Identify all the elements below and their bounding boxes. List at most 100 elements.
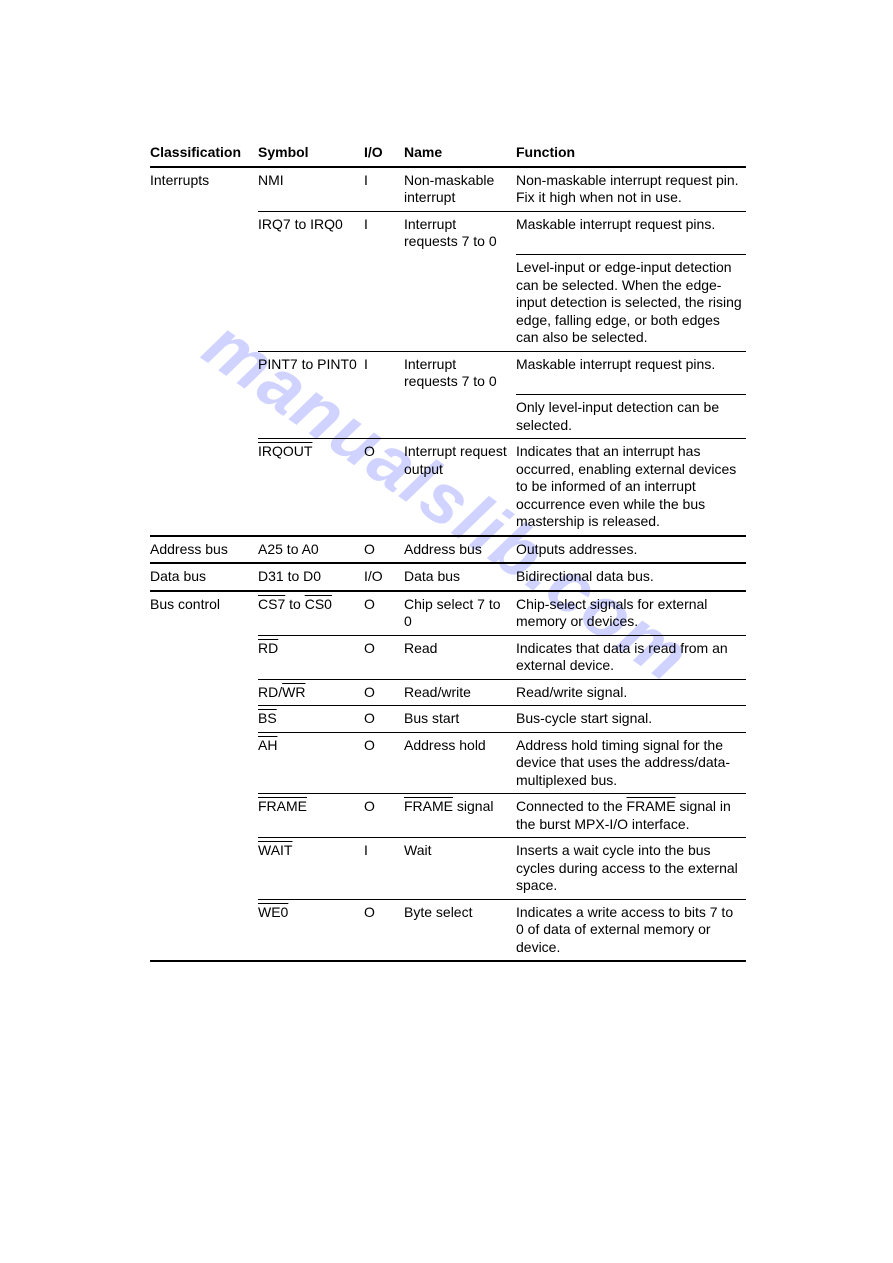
table-row: Level-input or edge-input detection can …: [150, 255, 746, 352]
cell-name: Read: [404, 635, 516, 679]
cell-classification: Interrupts: [150, 167, 258, 212]
cell-classification: [150, 899, 258, 961]
cell-symbol: RD: [258, 635, 364, 679]
cell-io: [364, 255, 404, 352]
cell-function: Read/write signal.: [516, 679, 746, 706]
cell-classification: [150, 732, 258, 794]
cell-function: Indicates that an interrupt has occurred…: [516, 439, 746, 536]
cell-classification: Address bus: [150, 536, 258, 564]
cell-io: O: [364, 732, 404, 794]
cell-symbol: FRAME: [258, 794, 364, 838]
table-row: WE0OByte selectIndicates a write access …: [150, 899, 746, 961]
cell-name: Non-maskable interrupt: [404, 167, 516, 212]
cell-symbol: RD/WR: [258, 679, 364, 706]
cell-function: Chip-select signals for external memory …: [516, 591, 746, 636]
cell-io: I: [364, 211, 404, 255]
cell-name: Wait: [404, 838, 516, 900]
cell-name: Read/write: [404, 679, 516, 706]
cell-symbol: [258, 255, 364, 352]
cell-name: FRAME signal: [404, 794, 516, 838]
cell-io: O: [364, 635, 404, 679]
cell-io: I: [364, 167, 404, 212]
cell-classification: [150, 351, 258, 395]
table-row: RDOReadIndicates that data is read from …: [150, 635, 746, 679]
cell-symbol: IRQOUT: [258, 439, 364, 536]
cell-name: Interrupt request output: [404, 439, 516, 536]
cell-io: [364, 395, 404, 439]
header-io: I/O: [364, 140, 404, 167]
cell-symbol: NMI: [258, 167, 364, 212]
table-row: BSOBus startBus-cycle start signal.: [150, 706, 746, 733]
header-function: Function: [516, 140, 746, 167]
cell-symbol: IRQ7 to IRQ0: [258, 211, 364, 255]
cell-function: Outputs addresses.: [516, 536, 746, 564]
cell-name: [404, 255, 516, 352]
cell-name: [404, 395, 516, 439]
cell-function: Maskable interrupt request pins.: [516, 211, 746, 255]
table-row: PINT7 to PINT0IInterrupt requests 7 to 0…: [150, 351, 746, 395]
cell-function: Inserts a wait cycle into the bus cycles…: [516, 838, 746, 900]
cell-name: Interrupt requests 7 to 0: [404, 211, 516, 255]
cell-function: Level-input or edge-input detection can …: [516, 255, 746, 352]
cell-symbol: WE0: [258, 899, 364, 961]
table-header-row: Classification Symbol I/O Name Function: [150, 140, 746, 167]
table-row: FRAMEOFRAME signalConnected to the FRAME…: [150, 794, 746, 838]
cell-symbol: D31 to D0: [258, 563, 364, 591]
cell-symbol: CS7 to CS0: [258, 591, 364, 636]
cell-name: Bus start: [404, 706, 516, 733]
cell-name: Address bus: [404, 536, 516, 564]
cell-io: I: [364, 838, 404, 900]
table-row: InterruptsNMIINon-maskable interruptNon-…: [150, 167, 746, 212]
table-row: WAITIWaitInserts a wait cycle into the b…: [150, 838, 746, 900]
cell-classification: [150, 635, 258, 679]
cell-classification: Data bus: [150, 563, 258, 591]
cell-classification: [150, 439, 258, 536]
table-row: Only level-input detection can be select…: [150, 395, 746, 439]
table-row: Data busD31 to D0I/OData busBidirectiona…: [150, 563, 746, 591]
table-body: InterruptsNMIINon-maskable interruptNon-…: [150, 167, 746, 962]
cell-classification: [150, 255, 258, 352]
table-row: IRQOUTOInterrupt request outputIndicates…: [150, 439, 746, 536]
cell-classification: [150, 679, 258, 706]
cell-io: O: [364, 439, 404, 536]
cell-io: O: [364, 679, 404, 706]
cell-io: O: [364, 706, 404, 733]
cell-name: Interrupt requests 7 to 0: [404, 351, 516, 395]
cell-io: O: [364, 794, 404, 838]
cell-name: Data bus: [404, 563, 516, 591]
cell-io: O: [364, 536, 404, 564]
cell-name: Byte select: [404, 899, 516, 961]
header-name: Name: [404, 140, 516, 167]
table-row: RD/WRORead/writeRead/write signal.: [150, 679, 746, 706]
cell-function: Only level-input detection can be select…: [516, 395, 746, 439]
cell-io: O: [364, 591, 404, 636]
cell-classification: [150, 838, 258, 900]
cell-function: Indicates a write access to bits 7 to 0 …: [516, 899, 746, 961]
table-row: Address busA25 to A0OAddress busOutputs …: [150, 536, 746, 564]
table-row: AHOAddress holdAddress hold timing signa…: [150, 732, 746, 794]
cell-io: I: [364, 351, 404, 395]
pin-function-table: Classification Symbol I/O Name Function …: [150, 140, 746, 962]
table-row: IRQ7 to IRQ0IInterrupt requests 7 to 0Ma…: [150, 211, 746, 255]
cell-classification: [150, 706, 258, 733]
cell-classification: [150, 395, 258, 439]
cell-io: I/O: [364, 563, 404, 591]
cell-name: Address hold: [404, 732, 516, 794]
header-classification: Classification: [150, 140, 258, 167]
cell-function: Maskable interrupt request pins.: [516, 351, 746, 395]
header-symbol: Symbol: [258, 140, 364, 167]
cell-function: Connected to the FRAME signal in the bur…: [516, 794, 746, 838]
cell-classification: Bus control: [150, 591, 258, 636]
cell-symbol: AH: [258, 732, 364, 794]
cell-io: O: [364, 899, 404, 961]
cell-function: Bidirectional data bus.: [516, 563, 746, 591]
cell-function: Non-maskable interrupt request pin. Fix …: [516, 167, 746, 212]
cell-symbol: A25 to A0: [258, 536, 364, 564]
cell-symbol: WAIT: [258, 838, 364, 900]
page-container: Classification Symbol I/O Name Function …: [0, 0, 893, 962]
cell-function: Address hold timing signal for the devic…: [516, 732, 746, 794]
table-row: Bus controlCS7 to CS0OChip select 7 to 0…: [150, 591, 746, 636]
cell-symbol: [258, 395, 364, 439]
cell-classification: [150, 211, 258, 255]
cell-name: Chip select 7 to 0: [404, 591, 516, 636]
